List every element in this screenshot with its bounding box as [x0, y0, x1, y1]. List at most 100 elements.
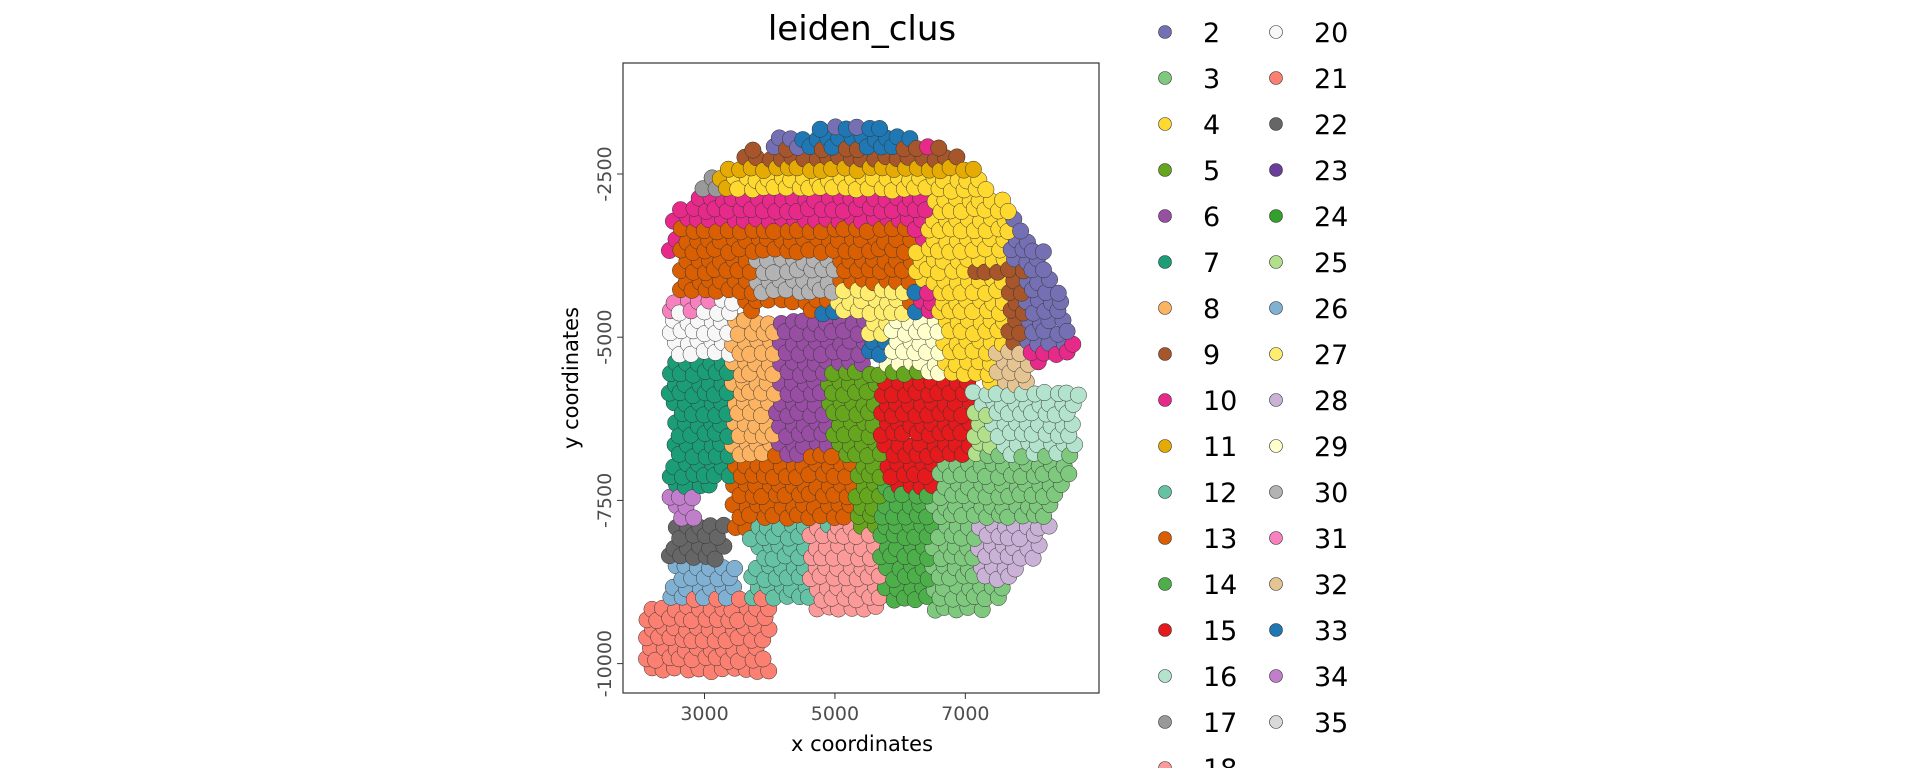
legend-key-6	[1158, 209, 1172, 223]
spot-cluster-26	[726, 560, 744, 577]
legend-key-27	[1269, 347, 1283, 361]
legend-key-25	[1269, 255, 1283, 269]
legend-label-12: 12	[1203, 478, 1237, 509]
legend-key-8	[1158, 301, 1172, 315]
legend-key-4	[1158, 117, 1172, 131]
legend-label-4: 4	[1203, 110, 1220, 141]
spot-cluster-3	[1060, 465, 1078, 483]
legend-key-20	[1269, 25, 1283, 39]
spot-cluster-33	[871, 120, 889, 137]
y-tick-label: -10000	[594, 630, 616, 697]
legend-label-28: 28	[1314, 386, 1348, 417]
legend-label-10: 10	[1203, 386, 1237, 417]
y-tick-label: -5000	[594, 310, 616, 365]
legend-label-32: 32	[1314, 570, 1348, 601]
spot-cluster-2	[1035, 261, 1052, 279]
legend-label-13: 13	[1203, 524, 1237, 555]
chart-title: leiden_clus	[768, 9, 956, 49]
spot-cluster-34	[685, 509, 703, 527]
legend-label-2: 2	[1203, 18, 1220, 49]
x-tick-label: 3000	[680, 703, 728, 725]
spot-cluster-11	[964, 160, 982, 178]
legend-label-3: 3	[1203, 64, 1220, 95]
points-layer	[638, 118, 1087, 681]
legend-label-23: 23	[1314, 156, 1348, 187]
legend-key-12	[1158, 485, 1172, 499]
legend-key-21	[1269, 71, 1283, 85]
legend-label-11: 11	[1203, 432, 1237, 463]
spot-cluster-4	[999, 202, 1017, 220]
legend-key-32	[1269, 577, 1283, 591]
legend-label-34: 34	[1314, 662, 1348, 693]
legend-key-34	[1269, 669, 1283, 683]
legend-key-9	[1158, 347, 1172, 361]
legend-key-15	[1158, 623, 1172, 637]
legend-key-16	[1158, 669, 1172, 683]
spot-cluster-2	[1012, 222, 1030, 240]
x-tick-label: 7000	[941, 703, 989, 725]
spot-cluster-9	[744, 141, 762, 159]
legend-key-10	[1158, 393, 1172, 407]
legend: 2345678910111213141516171820212223242526…	[1158, 18, 1348, 768]
legend-key-17	[1158, 715, 1172, 729]
legend-key-3	[1158, 71, 1172, 85]
legend-key-29	[1269, 439, 1283, 453]
legend-label-14: 14	[1203, 570, 1237, 601]
legend-label-8: 8	[1203, 294, 1220, 325]
legend-label-7: 7	[1203, 248, 1220, 279]
y-axis-label: y coordinates	[559, 307, 583, 449]
legend-label-27: 27	[1314, 340, 1348, 371]
spot-cluster-16	[1069, 386, 1087, 404]
legend-key-11	[1158, 439, 1172, 453]
legend-label-16: 16	[1203, 662, 1237, 693]
legend-key-28	[1269, 393, 1283, 407]
legend-key-7	[1158, 255, 1172, 269]
legend-key-31	[1269, 531, 1283, 545]
legend-label-18: 18	[1203, 754, 1237, 768]
y-axis-ticks: -2500 -5000 -7500 -10000	[594, 146, 623, 697]
x-tick-label: 5000	[811, 703, 859, 725]
x-axis-label: x coordinates	[791, 732, 933, 756]
legend-label-29: 29	[1314, 432, 1348, 463]
spot-cluster-2	[1058, 322, 1076, 340]
legend-label-17: 17	[1203, 708, 1237, 739]
legend-label-24: 24	[1314, 202, 1348, 233]
spot-cluster-22	[706, 550, 724, 568]
spot-cluster-16	[964, 383, 982, 401]
legend-label-20: 20	[1314, 18, 1348, 49]
x-axis-ticks: 3000 5000 7000	[680, 693, 990, 725]
legend-label-25: 25	[1314, 248, 1348, 279]
spot-cluster-33	[811, 120, 829, 138]
legend-label-5: 5	[1203, 156, 1220, 187]
plot-panel-border	[622, 62, 1100, 694]
legend-label-22: 22	[1314, 110, 1348, 141]
legend-key-13	[1158, 531, 1172, 545]
legend-key-22	[1269, 117, 1283, 131]
legend-key-18	[1158, 761, 1172, 768]
legend-key-30	[1269, 485, 1283, 499]
spot-cluster-9	[930, 139, 948, 157]
spot-cluster-9	[948, 148, 966, 166]
y-tick-label: -2500	[594, 146, 616, 201]
legend-label-21: 21	[1314, 64, 1348, 95]
legend-key-35	[1269, 715, 1283, 729]
legend-label-33: 33	[1314, 616, 1348, 647]
legend-key-26	[1269, 301, 1283, 315]
spot-cluster-4	[977, 181, 995, 199]
legend-key-2	[1158, 25, 1172, 39]
legend-label-26: 26	[1314, 294, 1348, 325]
legend-key-5	[1158, 163, 1172, 177]
legend-label-9: 9	[1203, 340, 1220, 371]
legend-key-23	[1269, 163, 1283, 177]
spot-cluster-21	[754, 650, 772, 668]
legend-key-24	[1269, 209, 1283, 223]
legend-key-14	[1158, 577, 1172, 591]
legend-key-33	[1269, 623, 1283, 637]
legend-label-6: 6	[1203, 202, 1220, 233]
legend-label-30: 30	[1314, 478, 1348, 509]
spot-cluster-2	[1034, 243, 1052, 261]
spot-cluster-34	[684, 489, 701, 507]
legend-label-35: 35	[1314, 708, 1348, 739]
legend-label-15: 15	[1203, 616, 1237, 647]
